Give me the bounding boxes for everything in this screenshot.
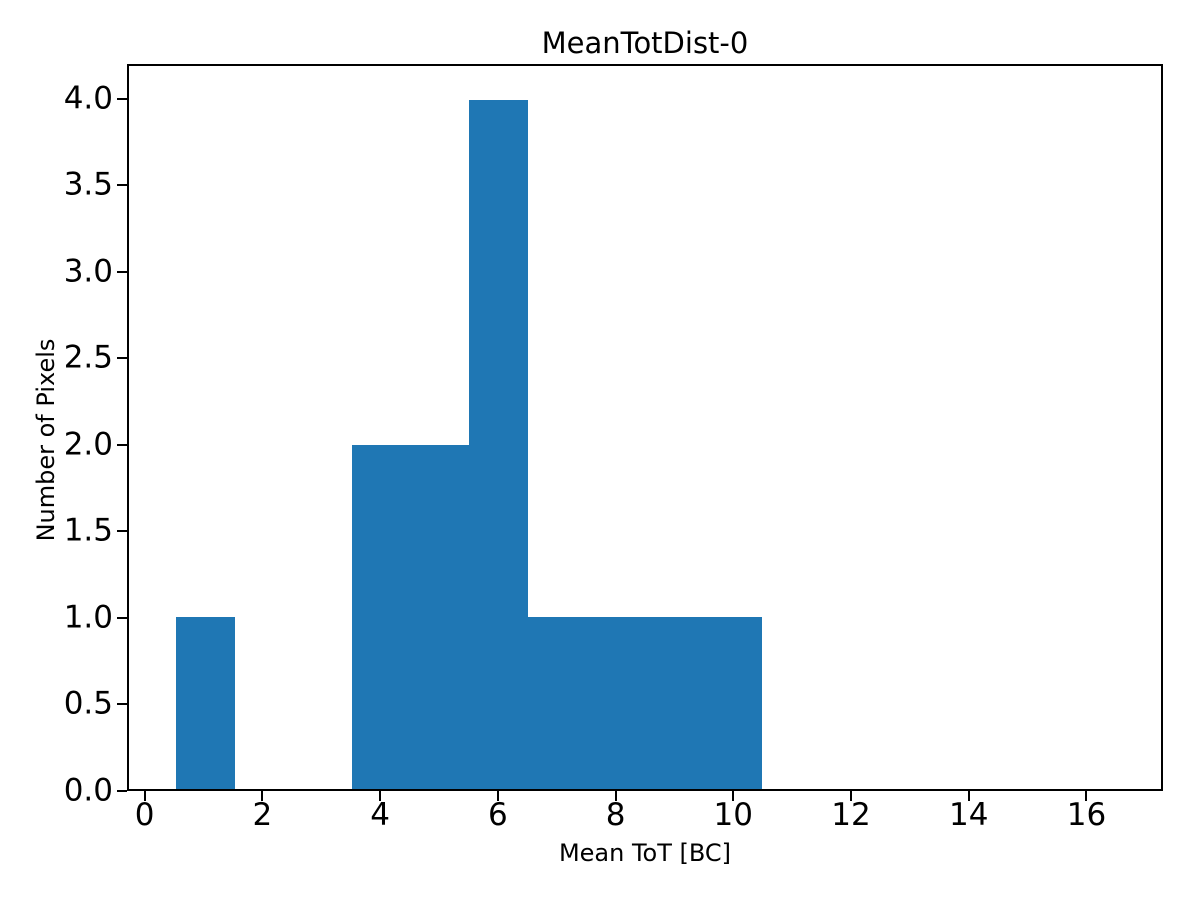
x-tick-mark <box>732 791 735 801</box>
histogram-bar <box>410 444 470 789</box>
y-tick-mark <box>117 184 127 187</box>
y-tick-label: 1.0 <box>63 599 113 636</box>
y-tick-label: 3.0 <box>63 253 113 290</box>
y-tick-mark <box>117 357 127 360</box>
x-tick-label: 0 <box>134 797 155 833</box>
x-tick-mark <box>850 791 853 801</box>
y-tick-label: 2.5 <box>63 339 113 376</box>
y-tick-mark <box>117 703 127 706</box>
x-tick-mark <box>967 791 970 801</box>
histogram-bar <box>527 616 587 789</box>
y-tick-mark <box>117 270 127 273</box>
x-tick-label: 2 <box>252 797 273 833</box>
x-tick-mark <box>261 791 264 801</box>
y-tick-mark <box>117 443 127 446</box>
y-tick-label: 1.5 <box>63 512 113 549</box>
x-tick-mark <box>496 791 499 801</box>
histogram-bar <box>469 100 528 789</box>
x-tick-mark <box>614 791 617 801</box>
histogram-bar <box>645 616 704 789</box>
x-axis-label: Mean ToT [BC] <box>558 839 732 867</box>
x-tick-label: 4 <box>370 797 390 833</box>
x-tick-mark <box>379 791 382 801</box>
y-tick-mark <box>117 616 127 619</box>
y-tick-mark <box>117 790 127 792</box>
x-tick-label: 12 <box>831 797 871 833</box>
histogram-bar <box>175 616 235 789</box>
x-tick-label: 14 <box>949 797 989 833</box>
y-tick-label: 2.0 <box>63 426 113 463</box>
y-tick-label: 4.0 <box>63 80 113 117</box>
y-tick-label: 0.0 <box>63 772 113 809</box>
x-tick-mark <box>1085 791 1088 801</box>
x-tick-label: 16 <box>1066 797 1107 833</box>
histogram-bar <box>351 444 411 789</box>
y-tick-label: 3.5 <box>63 166 113 203</box>
histogram-bar <box>586 616 645 789</box>
plot-area <box>127 64 1163 791</box>
x-tick-mark <box>143 791 146 801</box>
x-tick-label: 6 <box>487 797 508 833</box>
histogram-bar <box>703 616 763 789</box>
x-tick-label: 10 <box>713 797 754 833</box>
y-axis-label: Number of Pixels <box>32 338 60 542</box>
y-tick-label: 0.5 <box>63 685 113 722</box>
y-tick-mark <box>117 530 127 533</box>
x-tick-label: 8 <box>605 797 626 833</box>
y-tick-mark <box>117 97 127 100</box>
chart-title: MeanTotDist-0 <box>541 26 749 60</box>
